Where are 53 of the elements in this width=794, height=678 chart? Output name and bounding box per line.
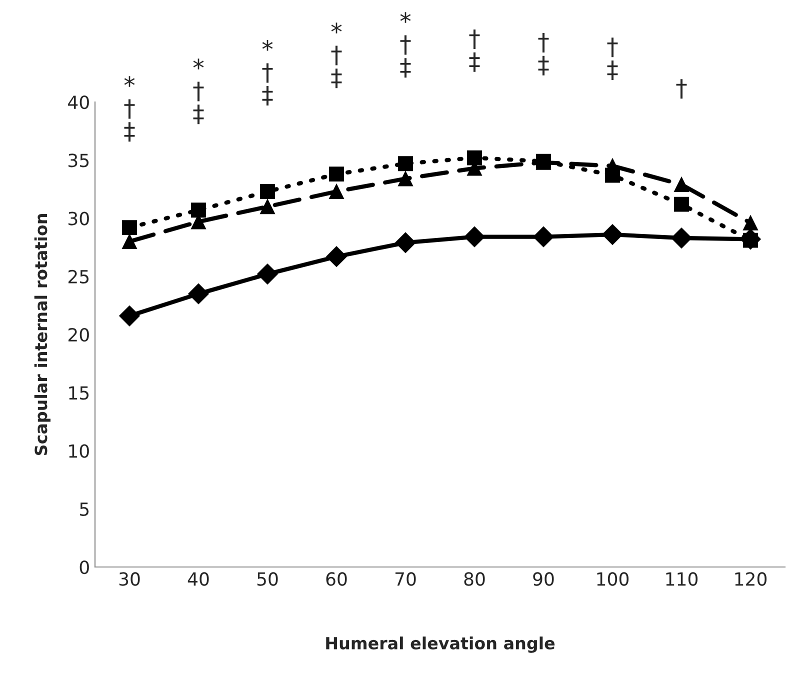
text: * † ‡ xyxy=(331,22,342,88)
x-tick-label: 90 xyxy=(533,572,554,586)
x-tick-label: 40 xyxy=(188,572,209,586)
point xyxy=(329,184,344,199)
x-tick-label: 70 xyxy=(395,572,416,586)
point xyxy=(398,171,413,186)
x-tick-label: 110 xyxy=(666,572,698,586)
point xyxy=(467,150,482,166)
point xyxy=(257,264,278,284)
y-tick-label: 25 xyxy=(68,270,89,284)
y-tick-label: 30 xyxy=(68,212,89,226)
x-axis-title: Humeral elevation angle xyxy=(326,636,555,653)
text: † ‡ xyxy=(538,32,549,76)
point xyxy=(122,220,137,236)
y-tick-label: 20 xyxy=(68,328,89,342)
point xyxy=(464,226,485,248)
x-tick-label: 30 xyxy=(119,572,140,586)
y-tick-label: 15 xyxy=(69,386,89,400)
y-tick-label: 35 xyxy=(68,154,89,168)
y-tick-label: 40 xyxy=(68,95,89,110)
point xyxy=(398,156,413,172)
annotation: * † ‡ xyxy=(193,58,204,124)
x-tick-label: 100 xyxy=(597,572,629,586)
text: † ‡ xyxy=(469,29,480,72)
text: † xyxy=(676,79,687,99)
y-axis-title: Scapular internal rotation xyxy=(34,214,50,456)
point xyxy=(119,306,140,326)
x-tick-label: 80 xyxy=(464,572,485,586)
point xyxy=(605,158,620,174)
annotation: * † ‡ xyxy=(262,40,273,106)
point xyxy=(191,202,206,218)
point xyxy=(122,234,137,249)
point xyxy=(326,246,347,267)
point xyxy=(674,177,689,192)
x-tick-label: 60 xyxy=(326,572,347,586)
y-tick-label: 10 xyxy=(69,444,89,458)
point xyxy=(395,232,416,254)
point xyxy=(674,196,689,212)
y-tick-label: 5 xyxy=(80,502,89,516)
point xyxy=(260,184,275,199)
y-tick-label: 0 xyxy=(80,560,89,574)
point xyxy=(671,228,692,248)
point xyxy=(533,226,554,248)
x-tick-label: 120 xyxy=(735,572,767,586)
annotation: * † ‡ xyxy=(124,76,135,142)
x-tick-label: 50 xyxy=(257,572,278,586)
point xyxy=(188,283,209,304)
point xyxy=(329,166,344,182)
text: * † ‡ xyxy=(400,12,411,78)
point xyxy=(743,215,758,230)
text: † ‡ xyxy=(607,38,618,80)
point xyxy=(602,224,623,245)
point xyxy=(260,199,275,214)
